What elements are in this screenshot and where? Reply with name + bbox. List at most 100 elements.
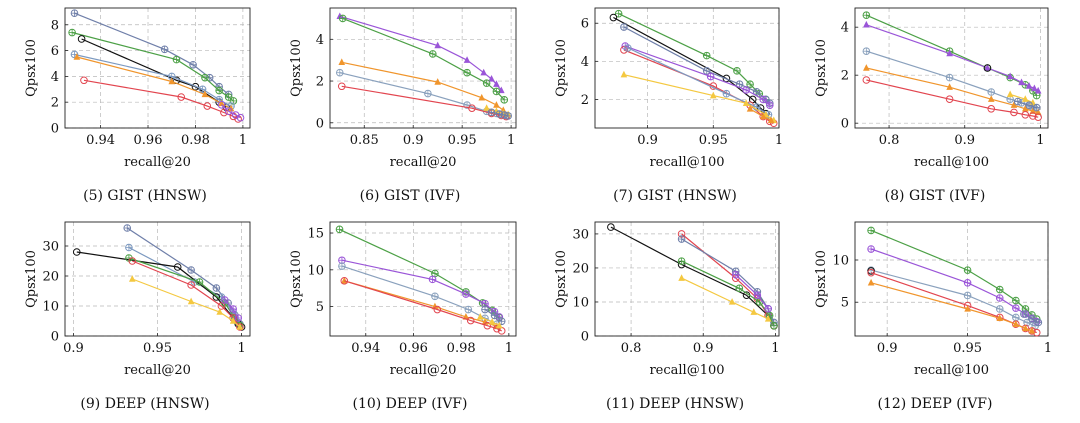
series-line: [866, 79, 1039, 118]
data-point: [1012, 320, 1020, 327]
y-tick-label: 4: [316, 33, 324, 48]
data-point: [1010, 108, 1018, 117]
data-point: [964, 305, 971, 312]
data-point: [173, 263, 182, 271]
y-tick-label: 0: [51, 330, 59, 345]
y-tick-label: 2: [841, 69, 849, 84]
series-yellow: [1006, 90, 1037, 106]
series-line: [128, 257, 241, 326]
series-red: [862, 76, 1042, 121]
data-point: [68, 28, 76, 37]
data-point: [217, 100, 226, 109]
data-point: [428, 50, 437, 58]
data-point: [481, 305, 489, 314]
data-point: [462, 290, 470, 298]
data-point: [1006, 72, 1014, 80]
data-point: [766, 101, 774, 109]
x-tick-label: 1: [775, 133, 783, 148]
data-point: [759, 95, 768, 104]
data-point: [1029, 98, 1037, 106]
data-point: [867, 245, 875, 253]
x-axis-label: recall@100: [649, 155, 724, 170]
data-point: [709, 91, 717, 99]
data-point: [212, 284, 221, 292]
series-line: [342, 17, 505, 101]
series-line: [870, 282, 1033, 332]
series-line: [627, 47, 769, 116]
y-tick-label: 0: [581, 330, 589, 345]
series-blue: [70, 9, 233, 99]
data-point: [187, 281, 195, 289]
series-blue: [481, 305, 506, 326]
data-point: [1021, 104, 1029, 112]
data-point: [463, 68, 471, 77]
data-point: [620, 23, 628, 31]
series-green: [677, 257, 778, 330]
data-point: [340, 277, 349, 285]
data-point: [1018, 78, 1025, 86]
data-point: [468, 104, 476, 112]
y-tick-label: 4: [841, 21, 849, 36]
x-tick-label: 0.98: [447, 341, 476, 356]
data-point: [963, 279, 972, 287]
data-point: [80, 76, 88, 85]
y-axis-label: Qpsx100: [24, 39, 39, 97]
series-line: [681, 238, 775, 323]
data-point: [203, 102, 212, 110]
data-point: [229, 317, 237, 324]
chart-panel-7: 0.9 0.95 1 2 4 6 recall@100 Qpsx100: [554, 7, 783, 170]
x-tick-label: 0.8: [879, 133, 900, 148]
plot-frame: [64, 221, 251, 337]
data-point: [1025, 82, 1033, 89]
data-point: [995, 305, 1004, 313]
data-point: [424, 89, 432, 98]
series-black: [983, 64, 992, 72]
chart-panel-12: 0.9 0.95 1 5 10 recall@100 Qpsx100: [814, 221, 1052, 378]
y-tick-label: 6: [51, 44, 59, 59]
data-point: [1012, 296, 1020, 305]
x-axis-label: recall@20: [124, 155, 191, 170]
data-point: [983, 64, 992, 72]
data-point: [198, 85, 207, 94]
data-point: [987, 88, 996, 96]
y-tick-label: 20: [572, 261, 589, 276]
y-axis-label: Qpsx100: [24, 250, 39, 308]
data-point: [215, 86, 223, 95]
data-point: [702, 67, 711, 75]
data-point: [746, 105, 754, 112]
data-point: [177, 93, 186, 101]
data-point: [189, 60, 197, 69]
data-point: [220, 108, 228, 117]
data-point: [862, 47, 871, 56]
data-point: [946, 83, 953, 90]
data-point: [195, 278, 204, 286]
data-point: [735, 284, 744, 293]
data-point: [433, 305, 442, 314]
data-point: [234, 314, 243, 322]
data-point: [1034, 318, 1043, 327]
y-axis-label: Qpsx100: [289, 39, 304, 97]
series-line: [132, 260, 241, 328]
x-tick-label: 0.9: [954, 133, 975, 148]
data-point: [338, 58, 346, 65]
y-tick-label: 30: [42, 240, 59, 255]
y-tick-label: 8: [51, 18, 59, 33]
data-point: [764, 315, 772, 322]
data-point: [1028, 315, 1036, 323]
data-point: [493, 80, 500, 87]
data-point: [504, 112, 512, 120]
x-tick-label: 0.95: [699, 133, 728, 148]
data-point: [172, 55, 181, 64]
data-point: [483, 104, 490, 111]
y-tick-label: 2: [51, 96, 59, 111]
data-point: [481, 318, 489, 325]
x-tick-label: 0.94: [351, 341, 380, 356]
y-tick-label: 5: [316, 300, 324, 315]
data-point: [490, 311, 499, 320]
data-point: [862, 11, 871, 19]
series-line: [870, 272, 1037, 334]
data-point: [867, 268, 875, 277]
data-point: [996, 314, 1004, 321]
